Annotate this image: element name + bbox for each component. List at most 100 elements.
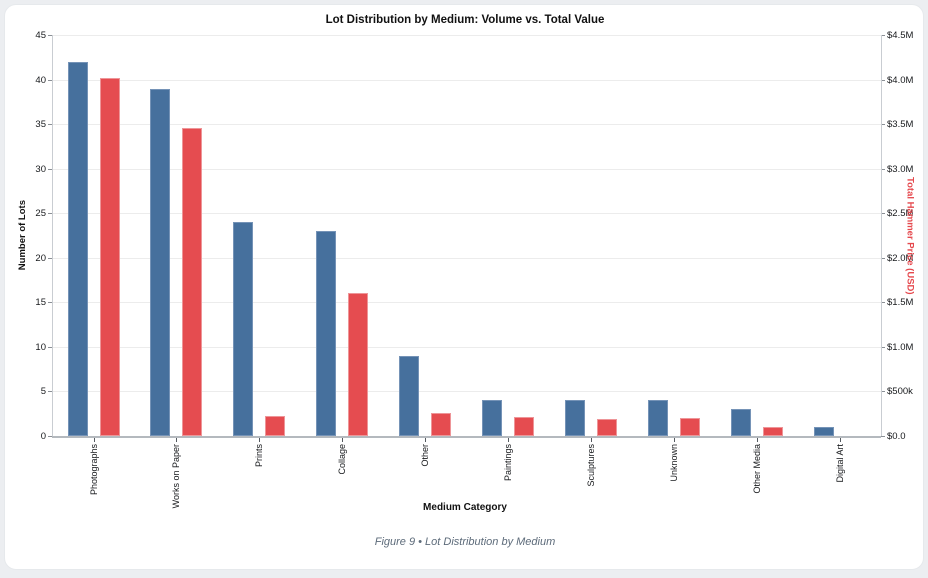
bar-number-of-lots: [564, 400, 585, 436]
y-left-tick: [48, 35, 52, 36]
bar-total-hammer-price: [514, 417, 534, 436]
y-left-tick-label: 10: [35, 341, 46, 353]
y-left-tick: [48, 213, 52, 215]
x-tick: [590, 438, 592, 442]
x-axis-spine: [52, 436, 881, 438]
bar-number-of-lots: [730, 409, 751, 436]
bar-number-of-lots: [647, 400, 668, 436]
y-right-tick: [881, 124, 885, 126]
y-left-tick-label: 15: [35, 297, 46, 309]
x-category-label: Prints: [254, 444, 265, 468]
x-tick: [176, 438, 178, 442]
x-axis-label: Medium Category: [423, 502, 507, 513]
y-right-tick-label: $1.5M: [887, 297, 914, 309]
y-right-tick: [881, 35, 885, 36]
gridline: [52, 257, 881, 259]
x-tick: [93, 438, 95, 442]
bar-number-of-lots: [482, 400, 502, 436]
bar-number-of-lots: [399, 355, 420, 436]
x-category-label: Other Media: [751, 444, 762, 494]
x-category-label: Collage: [337, 444, 348, 475]
y-left-tick: [48, 257, 52, 259]
y-right-tick: [881, 79, 885, 81]
y-left-tick-label: 40: [35, 74, 46, 86]
y-left-tick-label: 0: [40, 431, 46, 442]
y-right-tick: [881, 302, 885, 304]
bar-number-of-lots: [813, 427, 834, 436]
gridline: [52, 79, 881, 81]
plot-area: 45 $4.5M 40 $4.0M 35 $3.5M 30 $3.0M 25 $2.5M 20 $2.…: [5, 5, 925, 575]
y-left-axis-label: Number of Lots: [16, 200, 28, 271]
x-tick: [425, 438, 427, 442]
x-tick: [259, 438, 261, 442]
bar-total-hammer-price: [431, 413, 452, 436]
y-right-tick: [881, 168, 885, 170]
y-right-tick-label: $3.5M: [887, 119, 914, 131]
x-tick: [756, 438, 758, 442]
x-category-label: Paintings: [503, 444, 513, 482]
y-left-tick-label: 25: [35, 208, 46, 220]
x-tick: [342, 438, 344, 442]
bar-total-hammer-price: [182, 127, 203, 436]
gridline: [52, 35, 881, 36]
y-left-tick: [48, 302, 52, 304]
bar-total-hammer-price: [596, 418, 617, 436]
y-right-tick-label: $3.0M: [887, 163, 914, 175]
bar-total-hammer-price: [265, 415, 286, 436]
gridline: [52, 168, 881, 170]
x-tick: [839, 438, 841, 442]
bar-total-hammer-price: [679, 418, 700, 436]
y-left-tick-label: 45: [35, 30, 46, 41]
y-left-tick-label: 5: [40, 386, 46, 398]
y-right-tick-label: $4.5M: [887, 30, 914, 41]
y-right-spine: [881, 35, 882, 436]
y-left-tick-label: 35: [35, 119, 46, 131]
x-category-label: Works on Paper: [171, 444, 182, 509]
y-right-tick-label: $1.0M: [887, 341, 914, 353]
x-category-label: Digital Art: [834, 444, 845, 483]
y-right-tick-label: $2.5M: [887, 208, 914, 220]
y-left-tick-label: 30: [35, 163, 46, 175]
y-right-tick: [881, 257, 885, 259]
chart-card: Lot Distribution by Medium: Volume vs. T…: [4, 4, 924, 570]
y-left-spine: [52, 35, 53, 436]
y-right-tick-label: $0.0: [887, 431, 906, 442]
bar-number-of-lots: [316, 231, 337, 436]
y-left-tick: [48, 168, 52, 170]
chart-title: Lot Distribution by Medium: Volume vs. T…: [325, 14, 605, 26]
x-category-label: Other: [420, 444, 431, 467]
y-right-tick: [881, 213, 885, 215]
gridline: [52, 346, 881, 348]
x-tick: [508, 438, 509, 442]
bar-total-hammer-price: [348, 293, 369, 436]
y-right-tick-label: $4.0M: [887, 74, 914, 86]
y-right-axis-label-wrap: Total Hammer Price (USD): [901, 35, 919, 436]
bar-total-hammer-price: [99, 77, 120, 436]
gridline: [52, 391, 881, 393]
y-left-tick: [48, 79, 52, 81]
y-left-tick: [48, 436, 52, 437]
y-left-tick: [48, 346, 52, 348]
y-left-axis-label-wrap: Number of Lots: [13, 35, 31, 436]
x-category-label: Unknown: [668, 444, 679, 482]
y-right-tick: [881, 436, 885, 437]
x-category-label: Sculptures: [585, 444, 596, 487]
figure-caption: Figure 9 • Lot Distribution by Medium: [374, 536, 556, 548]
gridline: [52, 213, 881, 215]
y-left-tick: [48, 124, 52, 126]
gridline: [52, 124, 881, 126]
y-right-tick-label: $2.0M: [887, 252, 914, 264]
bar-number-of-lots: [150, 88, 171, 436]
bar-number-of-lots: [233, 222, 254, 436]
x-tick: [673, 438, 675, 442]
y-right-tick-label: $500k: [887, 386, 913, 398]
y-left-tick-label: 20: [35, 252, 46, 264]
gridline: [52, 302, 881, 304]
y-right-tick: [881, 346, 885, 348]
bar-number-of-lots: [67, 61, 88, 436]
y-right-axis-label: Total Hammer Price (USD): [904, 176, 916, 295]
bar-total-hammer-price: [762, 427, 783, 436]
y-left-tick: [48, 391, 52, 393]
x-category-label: Photographs: [88, 444, 99, 496]
y-right-tick: [881, 391, 885, 393]
